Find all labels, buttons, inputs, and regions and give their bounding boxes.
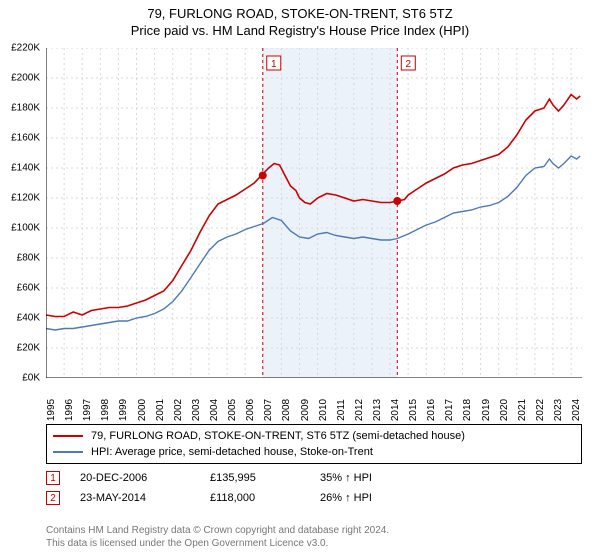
x-tick-label: 1997 <box>82 399 93 421</box>
x-tick-label: 2004 <box>209 399 220 421</box>
sale-date-1: 20-DEC-2006 <box>80 472 210 484</box>
x-tick-label: 2012 <box>354 399 365 421</box>
y-tick-label: £40K <box>17 313 40 324</box>
y-tick-label: £180K <box>11 103 40 114</box>
sale-row-2: 2 23-MAY-2014 £118,000 26% ↑ HPI <box>46 488 582 508</box>
x-tick-label: 2002 <box>173 399 184 421</box>
sale-marker-2: 2 <box>46 491 60 505</box>
x-tick-label: 2006 <box>245 399 256 421</box>
x-tick-label: 2013 <box>372 399 383 421</box>
legend-label-property: 79, FURLONG ROAD, STOKE-ON-TRENT, ST6 5T… <box>91 430 465 442</box>
x-tick-label: 2016 <box>426 399 437 421</box>
y-tick-label: £220K <box>11 43 40 54</box>
x-axis-labels: 1995 1996 1997 1998 1999 2000 2001 2002 2003 2004… <box>46 380 582 420</box>
y-tick-label: £200K <box>11 73 40 84</box>
y-tick-label: £20K <box>17 343 40 354</box>
legend: 79, FURLONG ROAD, STOKE-ON-TRENT, ST6 5T… <box>46 424 582 464</box>
x-tick-label: 2017 <box>444 399 455 421</box>
x-tick-label: 2023 <box>553 399 564 421</box>
x-tick-label: 2019 <box>481 399 492 421</box>
sale-date-2: 23-MAY-2014 <box>80 492 210 504</box>
price-chart: 12 <box>46 48 582 378</box>
legend-swatch-hpi <box>53 451 83 453</box>
x-tick-label: 2022 <box>535 399 546 421</box>
x-tick-label: 2000 <box>137 399 148 421</box>
footnote-line-2: This data is licensed under the Open Gov… <box>46 537 389 550</box>
legend-swatch-property <box>53 435 83 437</box>
x-tick-label: 2020 <box>499 399 510 421</box>
sale-price-2: £118,000 <box>210 492 320 504</box>
y-tick-label: £140K <box>11 163 40 174</box>
footnote-line-1: Contains HM Land Registry data © Crown c… <box>46 524 389 537</box>
x-tick-label: 2008 <box>281 399 292 421</box>
chart-svg: 12 <box>46 48 582 378</box>
x-tick-label: 2011 <box>336 399 347 421</box>
x-tick-label: 2003 <box>191 399 202 421</box>
legend-row-property: 79, FURLONG ROAD, STOKE-ON-TRENT, ST6 5T… <box>53 428 575 444</box>
y-tick-label: £80K <box>17 253 40 264</box>
page-subtitle: Price paid vs. HM Land Registry's House … <box>0 23 600 38</box>
x-tick-label: 2014 <box>390 399 401 421</box>
y-tick-label: £160K <box>11 133 40 144</box>
x-tick-label: 2010 <box>318 399 329 421</box>
y-tick-label: £100K <box>11 223 40 234</box>
y-axis-labels: £0K£20K£40K£60K£80K£100K£120K£140K£160K£… <box>0 48 44 378</box>
svg-text:1: 1 <box>271 59 277 70</box>
x-tick-label: 1995 <box>46 399 57 421</box>
page-title: 79, FURLONG ROAD, STOKE-ON-TRENT, ST6 5T… <box>0 6 600 21</box>
legend-row-hpi: HPI: Average price, semi-detached house,… <box>53 444 575 460</box>
svg-text:2: 2 <box>406 59 412 70</box>
x-tick-label: 2001 <box>155 399 166 421</box>
x-tick-label: 1998 <box>100 399 111 421</box>
sale-row-1: 1 20-DEC-2006 £135,995 35% ↑ HPI <box>46 468 582 488</box>
x-tick-label: 2009 <box>300 399 311 421</box>
y-tick-label: £60K <box>17 283 40 294</box>
y-tick-label: £0K <box>22 373 40 384</box>
y-tick-label: £120K <box>11 193 40 204</box>
sale-diff-2: 26% ↑ HPI <box>320 492 420 504</box>
footnote: Contains HM Land Registry data © Crown c… <box>46 524 389 550</box>
x-tick-label: 1996 <box>64 399 75 421</box>
x-tick-label: 2007 <box>263 399 274 421</box>
sales-list: 1 20-DEC-2006 £135,995 35% ↑ HPI 2 23-MA… <box>46 468 582 508</box>
x-tick-label: 2018 <box>462 399 473 421</box>
sale-diff-1: 35% ↑ HPI <box>320 472 420 484</box>
legend-label-hpi: HPI: Average price, semi-detached house,… <box>91 446 373 458</box>
sale-price-1: £135,995 <box>210 472 320 484</box>
x-tick-label: 2005 <box>227 399 238 421</box>
x-tick-label: 2021 <box>517 399 528 421</box>
x-tick-label: 2015 <box>408 399 419 421</box>
x-tick-label: 1999 <box>118 399 129 421</box>
sale-marker-1: 1 <box>46 471 60 485</box>
x-tick-label: 2024 <box>571 399 582 421</box>
